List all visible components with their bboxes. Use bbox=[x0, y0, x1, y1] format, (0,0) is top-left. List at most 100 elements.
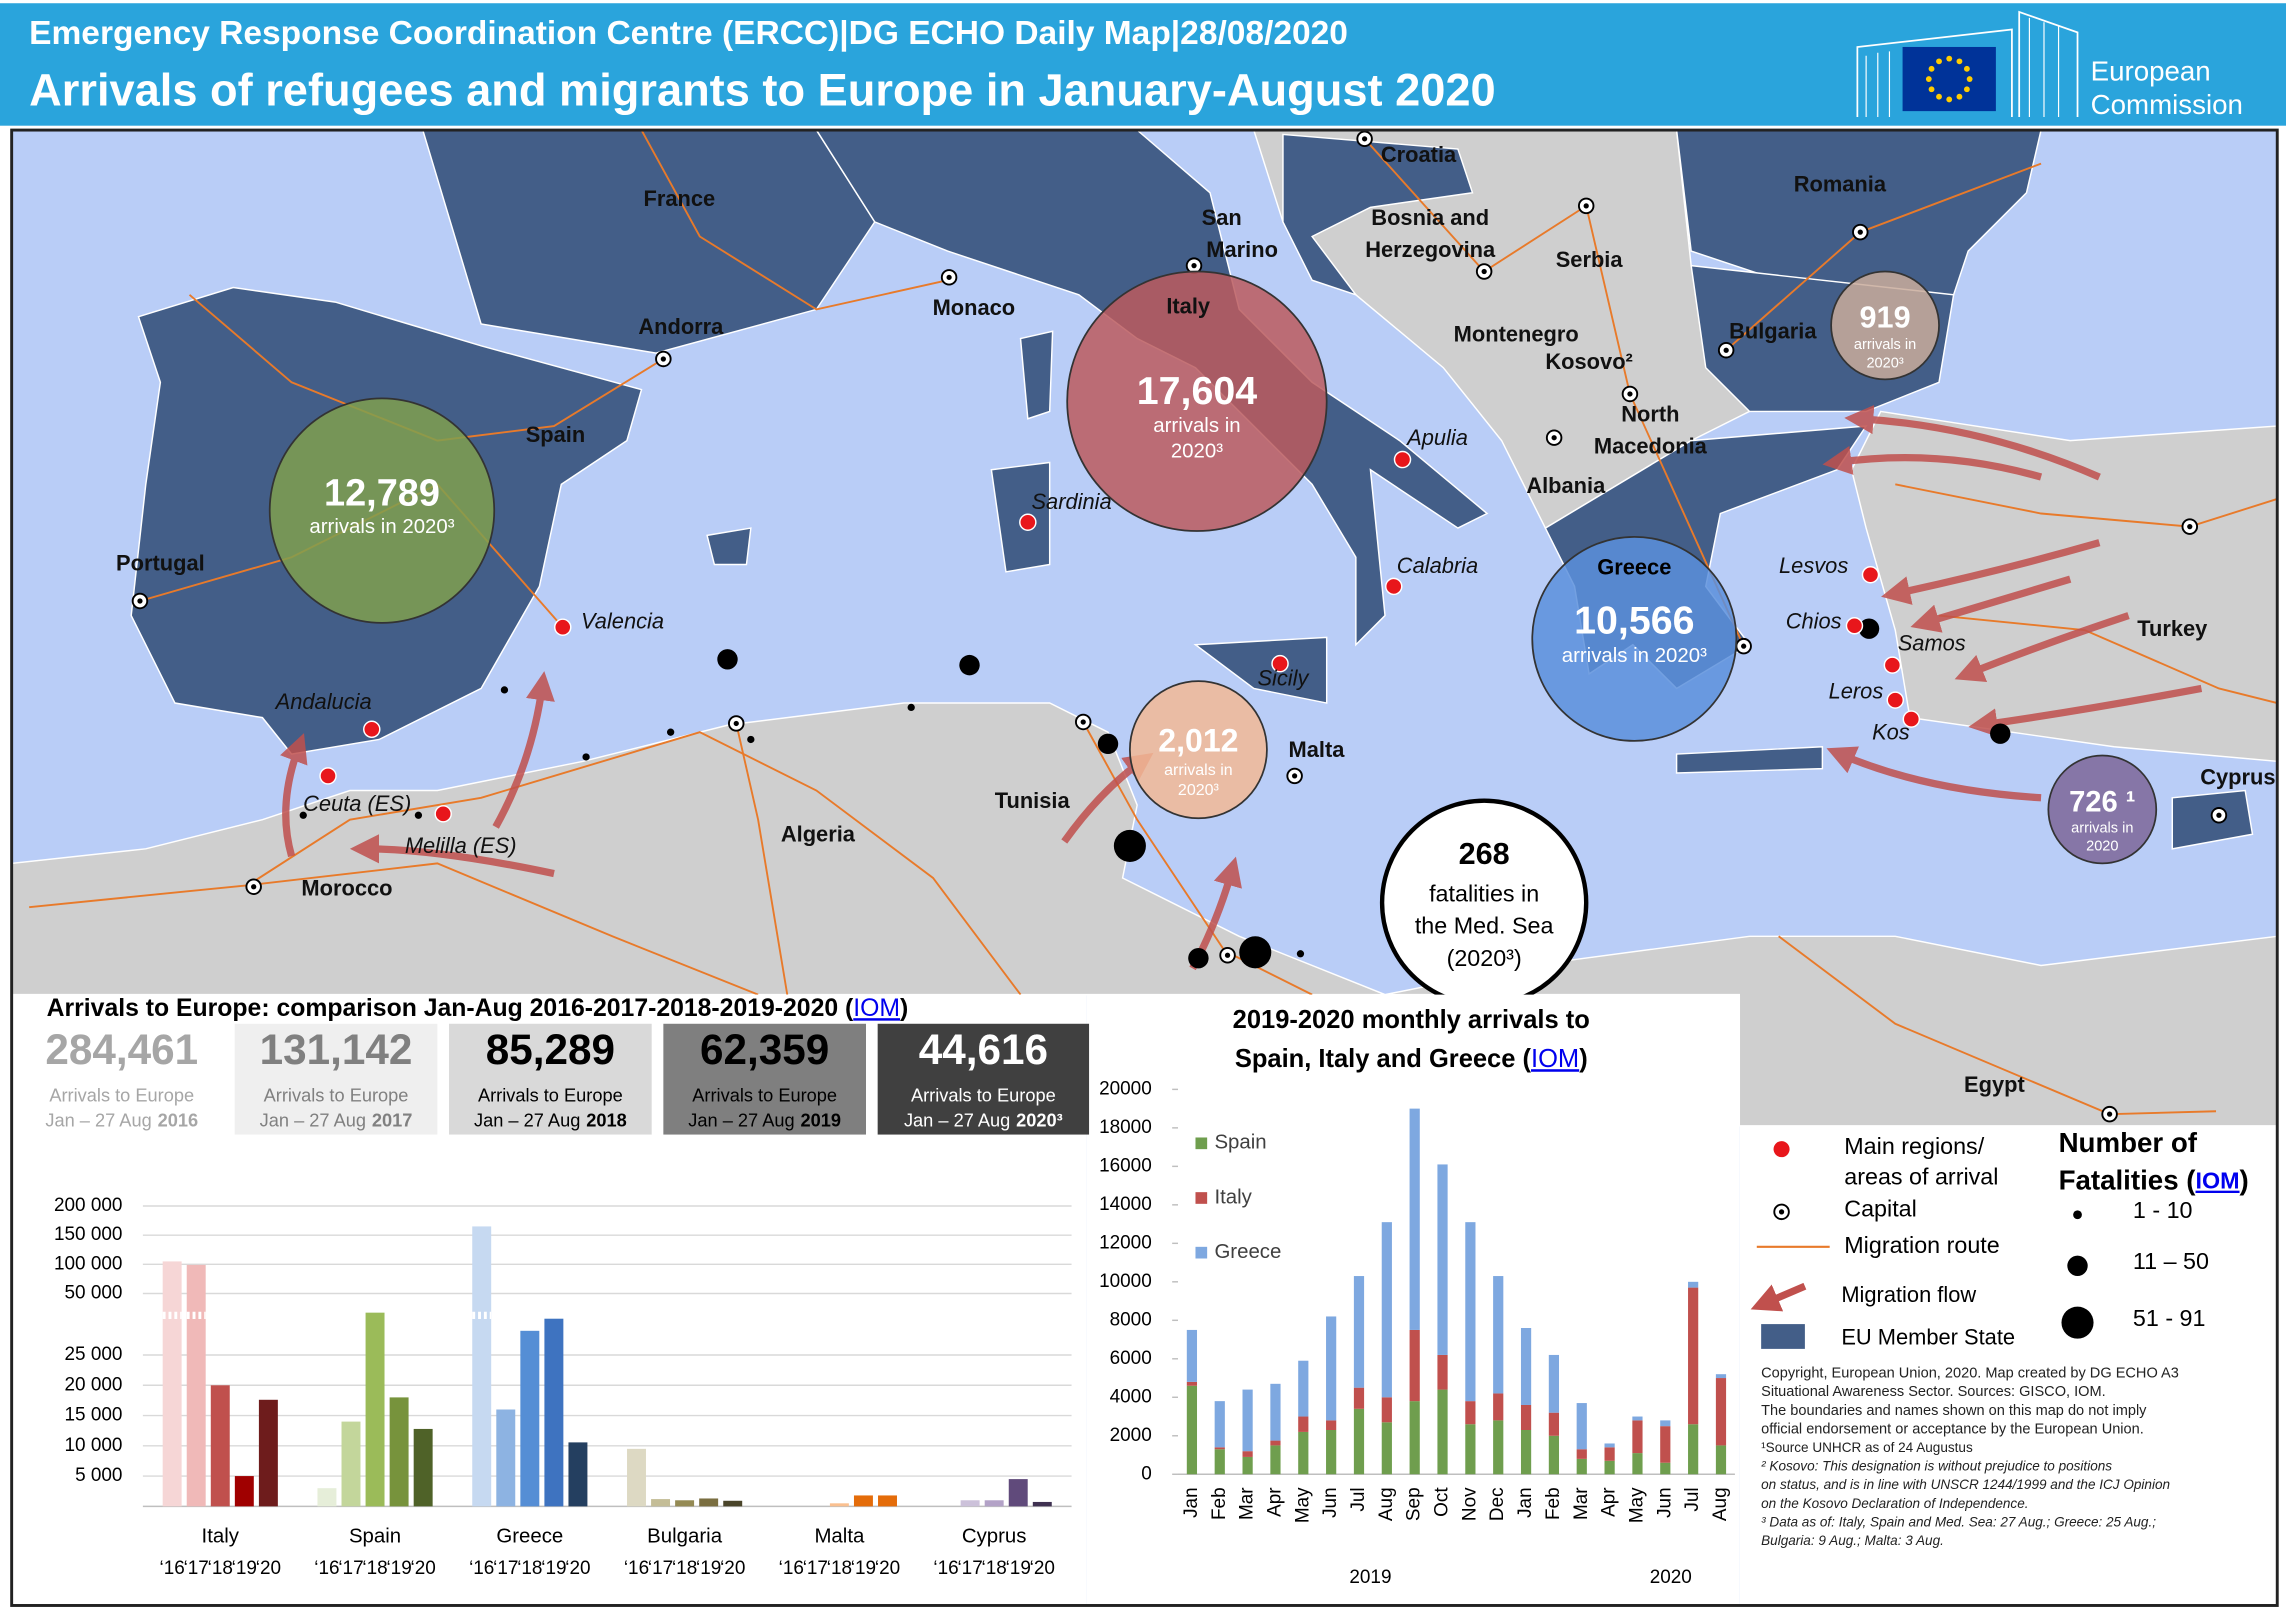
series-label: ‘18 bbox=[982, 1558, 1007, 1579]
total-year: 2019 bbox=[801, 1110, 842, 1130]
bar-segment bbox=[1437, 1389, 1448, 1475]
fatalities-value: 268 bbox=[1459, 837, 1510, 871]
country-label: Macedonia bbox=[1594, 434, 1708, 459]
country-label: Spain bbox=[526, 422, 586, 447]
legend-flow bbox=[1750, 1282, 1807, 1312]
series-label: ‘16 bbox=[624, 1558, 649, 1579]
footnote: The boundaries and names shown on this m… bbox=[1761, 1403, 2147, 1419]
series-label: ‘16 bbox=[314, 1558, 339, 1579]
chart-title: 2019-2020 monthly arrivals to bbox=[1233, 1006, 1590, 1034]
bar bbox=[544, 1318, 564, 1507]
country-label: Bosnia and bbox=[1371, 205, 1489, 230]
country-label: Albania bbox=[1526, 473, 1606, 498]
bar-segment bbox=[1242, 1456, 1253, 1475]
total-label: Arrivals to Europe bbox=[692, 1085, 837, 1105]
bar-segment bbox=[1520, 1328, 1532, 1405]
flag-star bbox=[1928, 86, 1935, 93]
arrival-region bbox=[554, 618, 572, 636]
flag-star bbox=[1946, 96, 1953, 103]
bar-segment bbox=[1409, 1108, 1420, 1330]
capital-dot bbox=[1741, 643, 1747, 649]
bubble-text: arrivals in bbox=[1164, 761, 1233, 779]
total-value: 131,142 bbox=[260, 1026, 413, 1073]
total-box bbox=[663, 1023, 866, 1135]
country-label: North bbox=[1621, 402, 1679, 427]
x-tick-label: Malta bbox=[814, 1525, 865, 1547]
arrival-region bbox=[434, 805, 452, 823]
country-label: Serbia bbox=[1556, 247, 1624, 272]
country-label: San bbox=[1202, 205, 1242, 230]
series-label: ‘17 bbox=[338, 1558, 363, 1579]
bubble-value: 919 bbox=[1860, 300, 1911, 334]
series-label: ‘20 bbox=[411, 1558, 436, 1579]
y-tick-label: 10000 bbox=[1099, 1271, 1152, 1292]
total-box bbox=[20, 1023, 224, 1135]
legend-panel bbox=[1739, 1125, 2278, 1607]
fatalities-text: the Med. Sea bbox=[1415, 913, 1554, 939]
bar-segment bbox=[1298, 1416, 1309, 1432]
total-year: 2017 bbox=[372, 1110, 413, 1130]
region-label: Sardinia bbox=[1031, 489, 1111, 514]
x-tick-label: Dec bbox=[1487, 1487, 1508, 1521]
bar-segment bbox=[1465, 1401, 1476, 1425]
bar-segment bbox=[1409, 1401, 1420, 1475]
arrival-region bbox=[1845, 617, 1864, 635]
flag-star bbox=[1928, 65, 1935, 72]
bar-segment bbox=[1715, 1445, 1727, 1475]
bubble-value: 2,012 bbox=[1158, 723, 1238, 759]
region-label: Andalucia bbox=[274, 689, 372, 714]
bar bbox=[1008, 1479, 1028, 1507]
x-tick-label: Mar bbox=[1571, 1487, 1592, 1520]
bar-segment bbox=[1548, 1435, 1560, 1475]
y-tick-label: 14000 bbox=[1099, 1194, 1152, 1215]
series-label: ‘16 bbox=[779, 1558, 804, 1579]
bar-segment bbox=[1632, 1453, 1643, 1475]
bar bbox=[413, 1428, 433, 1507]
fatality-small bbox=[1296, 950, 1305, 958]
bar-segment bbox=[1353, 1408, 1365, 1475]
bar-segment bbox=[1604, 1447, 1615, 1461]
fatality-medium bbox=[1188, 947, 1209, 969]
chart-title: Arrivals to Europe: comparison Jan-Aug 2… bbox=[47, 995, 909, 1022]
capital-dot bbox=[1191, 263, 1197, 269]
x-tick-label: Jun bbox=[1654, 1487, 1675, 1518]
flag-star bbox=[1936, 58, 1942, 65]
fatality-medium bbox=[1097, 733, 1119, 755]
y-tick-label: 100 000 bbox=[54, 1253, 122, 1274]
bar-segment bbox=[1437, 1354, 1448, 1390]
flag-star bbox=[1963, 65, 1970, 72]
bar-segment bbox=[1381, 1222, 1392, 1398]
fatality-medium bbox=[959, 654, 980, 676]
country-label: Croatia bbox=[1381, 142, 1457, 167]
y-tick-label: 10 000 bbox=[65, 1435, 123, 1456]
bubble-value: 10,566 bbox=[1574, 599, 1694, 643]
capital-dot bbox=[1361, 136, 1368, 142]
flag-star bbox=[1936, 93, 1942, 100]
x-tick-label: May bbox=[1626, 1487, 1647, 1523]
bar bbox=[829, 1503, 849, 1507]
bar bbox=[162, 1261, 182, 1507]
bar bbox=[878, 1495, 897, 1507]
country-label: Cyprus bbox=[2200, 765, 2275, 790]
bubble-text: 2020 bbox=[2086, 838, 2118, 854]
series-label: ‘20 bbox=[565, 1558, 590, 1579]
footnote: on the Kosovo Declaration of Independenc… bbox=[1761, 1496, 2028, 1511]
region-label: Lesvos bbox=[1779, 553, 1848, 578]
series-label: ‘19 bbox=[541, 1558, 566, 1579]
fatality-small bbox=[907, 703, 915, 712]
country-label: Algeria bbox=[781, 821, 856, 846]
series-label: ‘17 bbox=[648, 1558, 673, 1579]
capital-dot bbox=[1627, 391, 1633, 397]
arrival-region bbox=[319, 767, 337, 785]
y-tick-label: 12000 bbox=[1099, 1232, 1152, 1253]
capital-dot bbox=[1291, 773, 1298, 779]
capital-dot bbox=[2106, 1111, 2113, 1117]
y-tick-label: 20 000 bbox=[65, 1374, 123, 1395]
fatality-large bbox=[1113, 829, 1146, 862]
bar bbox=[723, 1500, 743, 1507]
total-value: 44,616 bbox=[919, 1026, 1048, 1073]
x-tick-label: Feb bbox=[1543, 1487, 1564, 1520]
total-period: Jan – 27 Aug 2017 bbox=[260, 1110, 413, 1130]
total-value: 284,461 bbox=[45, 1026, 198, 1073]
bar bbox=[675, 1500, 695, 1507]
